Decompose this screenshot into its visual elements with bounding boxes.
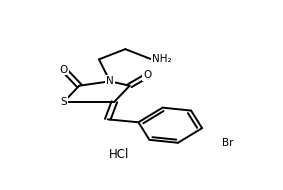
Text: O: O: [143, 70, 151, 81]
Text: S: S: [61, 97, 67, 107]
Text: N: N: [106, 76, 114, 86]
Text: NH₂: NH₂: [152, 54, 171, 64]
Text: Br: Br: [222, 138, 233, 148]
Text: O: O: [60, 65, 68, 75]
Text: HCl: HCl: [109, 148, 129, 161]
